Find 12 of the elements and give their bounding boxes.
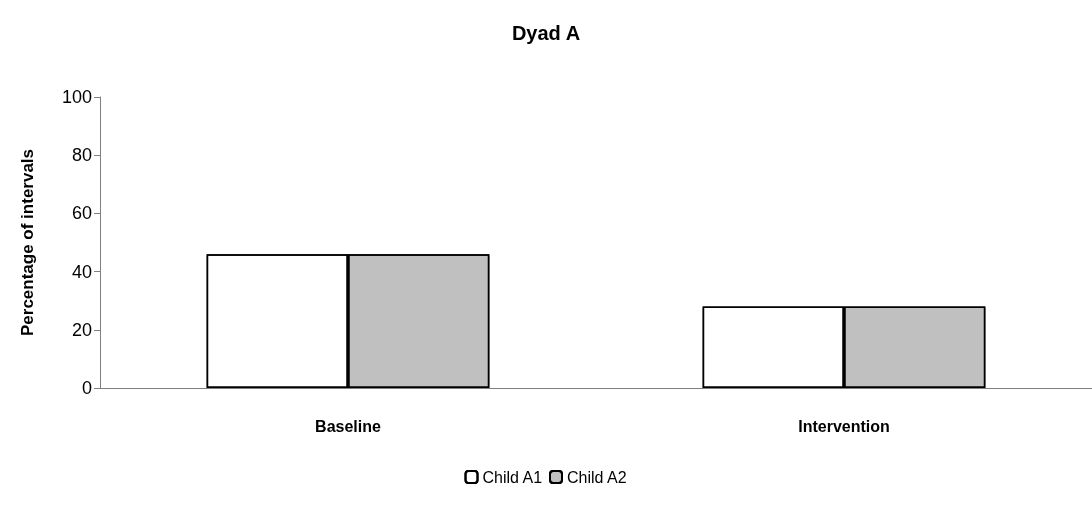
y-axis-title: Percentage of intervals (18, 148, 37, 337)
chart-title: Dyad A (511, 22, 581, 44)
y-tick-label: 80 (71, 145, 92, 166)
y-tick-label: 40 (71, 261, 92, 282)
y-tick-label: 0 (81, 378, 92, 398)
y-tick-label: 20 (71, 319, 92, 340)
y-tick-label: 60 (71, 203, 92, 224)
y-tick-label: 100 (61, 87, 92, 107)
legend-label: Child A1 (482, 468, 543, 486)
x-tick-label: Intervention (798, 417, 890, 435)
legend-label: Child A2 (567, 468, 627, 486)
x-tick-label: Baseline (315, 417, 382, 435)
